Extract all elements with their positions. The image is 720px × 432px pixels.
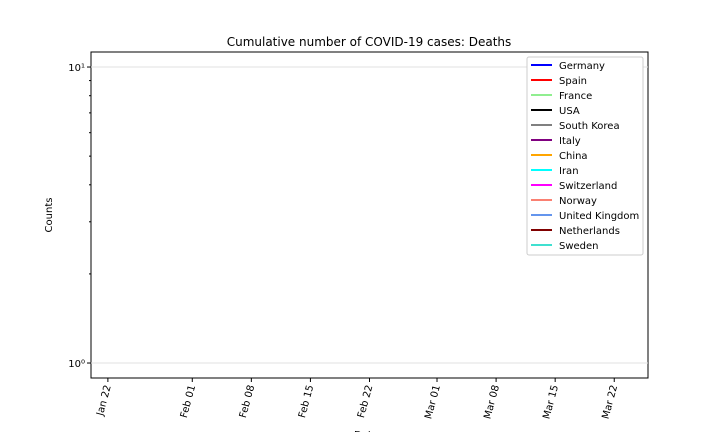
legend-label: Iran — [559, 166, 579, 177]
chart-title: Cumulative number of COVID-19 cases: Dea… — [227, 35, 512, 49]
legend-label: USA — [559, 106, 580, 117]
x-tick-label: Jan 22 — [95, 384, 114, 418]
legend-label: France — [559, 91, 592, 102]
x-tick-label: Feb 15 — [297, 384, 316, 419]
legend-label: United Kingdom — [559, 211, 639, 222]
x-tick-label: Mar 01 — [423, 384, 443, 420]
x-axis-label: Date — [354, 430, 378, 432]
legend-label: South Korea — [559, 121, 620, 132]
y-axis-label: Counts — [44, 198, 55, 233]
x-tick-label: Mar 08 — [482, 384, 502, 420]
x-tick-label: Feb 08 — [238, 384, 257, 419]
legend-label: Sweden — [559, 241, 599, 252]
x-tick-label: Mar 15 — [541, 384, 561, 420]
x-tick-label: Feb 01 — [179, 384, 198, 419]
legend-label: Netherlands — [559, 226, 620, 237]
x-tick-label: Feb 22 — [356, 384, 375, 419]
legend-label: Norway — [559, 196, 597, 207]
legend-label: Switzerland — [559, 181, 617, 192]
y-tick-label: 10¹ — [68, 63, 85, 74]
y-tick-label: 10⁰ — [68, 359, 85, 370]
legend-label: Spain — [559, 76, 587, 87]
legend-box — [526, 56, 644, 256]
legend-label: Italy — [559, 136, 581, 147]
legend-label: Germany — [559, 61, 605, 72]
legend-label: China — [559, 151, 588, 162]
x-tick-label: Mar 22 — [601, 384, 621, 420]
